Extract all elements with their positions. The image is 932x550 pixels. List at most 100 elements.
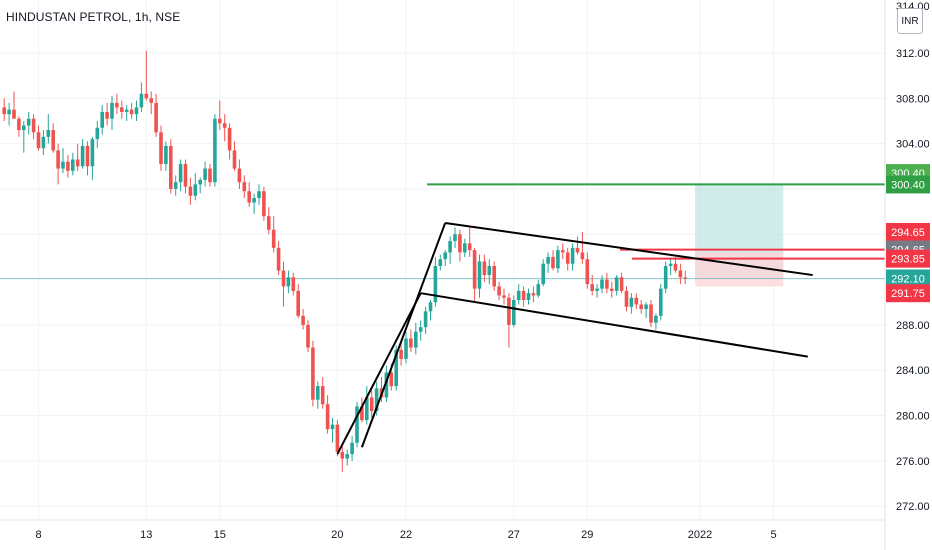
- candle: [644, 302, 648, 319]
- candle-body: [100, 111, 104, 128]
- price-label-text: 294.65: [891, 227, 925, 239]
- candle: [610, 281, 614, 298]
- candle: [36, 125, 41, 151]
- candle: [2, 98, 6, 121]
- candle: [482, 254, 487, 282]
- y-tick-label: 308.00: [896, 93, 930, 105]
- candle-body: [115, 102, 119, 108]
- candle: [90, 136, 95, 180]
- candle: [404, 331, 408, 364]
- candle-body: [291, 277, 296, 291]
- candle: [51, 123, 55, 153]
- candle-body: [683, 277, 688, 279]
- candle: [619, 272, 624, 294]
- candle: [188, 177, 193, 205]
- y-tick-label: 272.00: [896, 501, 930, 513]
- candle-body: [610, 288, 614, 291]
- candle: [409, 329, 413, 353]
- candle: [169, 139, 173, 194]
- currency-button[interactable]: INR: [897, 8, 923, 34]
- candle: [203, 161, 207, 187]
- drawings[interactable]: [336, 183, 885, 455]
- candle-body: [482, 261, 487, 276]
- candle: [237, 159, 242, 189]
- y-tick-label: 312.00: [896, 48, 930, 60]
- candle: [316, 381, 320, 409]
- candle: [100, 105, 104, 135]
- candle: [110, 96, 114, 131]
- candle-body: [438, 259, 443, 267]
- candle: [414, 322, 418, 355]
- x-tick-label: 27: [508, 529, 520, 541]
- candle: [659, 284, 663, 321]
- candle: [649, 299, 653, 328]
- candle-body: [301, 315, 305, 325]
- candle-body: [340, 451, 345, 459]
- candle-body: [124, 109, 129, 112]
- candle: [301, 309, 305, 330]
- candle-body: [531, 293, 536, 296]
- candle-body: [257, 191, 261, 199]
- price-label-text: 291.75: [891, 288, 925, 300]
- candle: [502, 288, 506, 305]
- candle: [355, 401, 359, 448]
- candle-body: [458, 234, 462, 253]
- candle-body: [570, 247, 575, 264]
- candle: [276, 241, 281, 276]
- candle-body: [271, 229, 276, 248]
- candle-body: [521, 290, 526, 300]
- candle: [95, 120, 100, 149]
- candle: [139, 82, 144, 112]
- candle-body: [590, 284, 594, 291]
- candle: [124, 105, 129, 121]
- candle: [472, 247, 477, 303]
- candle-body: [467, 243, 472, 251]
- x-tick-label: 20: [331, 529, 343, 541]
- flag-upper-line: [445, 221, 813, 277]
- y-tick-label: 284.00: [896, 365, 930, 377]
- candle: [433, 256, 438, 307]
- candle: [242, 175, 247, 199]
- candle-body: [575, 247, 580, 253]
- candle: [536, 279, 541, 298]
- candle: [271, 216, 276, 253]
- flag-lower-line: [420, 292, 808, 358]
- candle: [556, 245, 560, 273]
- y-tick-label: 288.00: [896, 320, 930, 332]
- candle-body: [526, 293, 531, 300]
- candle-body: [418, 327, 423, 332]
- candle: [512, 295, 516, 328]
- candle-body: [320, 386, 325, 405]
- candle-body: [71, 159, 75, 171]
- price-label-current: 292.10: [886, 269, 930, 288]
- candle: [12, 91, 16, 119]
- candle-body: [2, 107, 6, 115]
- candle-body: [516, 290, 521, 300]
- candle-body: [311, 347, 315, 400]
- candle: [311, 340, 315, 407]
- candle: [516, 284, 521, 305]
- y-tick-label: 276.00: [896, 456, 930, 468]
- price-label-stop: 291.75: [886, 284, 930, 303]
- candle: [149, 91, 153, 115]
- candle: [561, 243, 565, 260]
- candle: [654, 313, 658, 330]
- candle-body: [7, 109, 11, 115]
- candle-body: [56, 150, 60, 169]
- price-label-bg: [886, 175, 930, 194]
- candle-body: [477, 261, 482, 289]
- candle: [71, 152, 75, 176]
- candle: [252, 193, 256, 214]
- candle-body: [433, 266, 438, 303]
- candle: [120, 100, 124, 119]
- chart-title: HINDUSTAN PETROL, 1h, NSE: [6, 10, 181, 24]
- candle: [546, 252, 550, 273]
- candle-body: [159, 132, 163, 165]
- candle-body: [541, 263, 545, 285]
- candle: [17, 116, 21, 137]
- candle-body: [487, 266, 492, 276]
- candle-body: [193, 184, 198, 196]
- price-label-bg: [886, 249, 930, 268]
- candle: [198, 177, 202, 194]
